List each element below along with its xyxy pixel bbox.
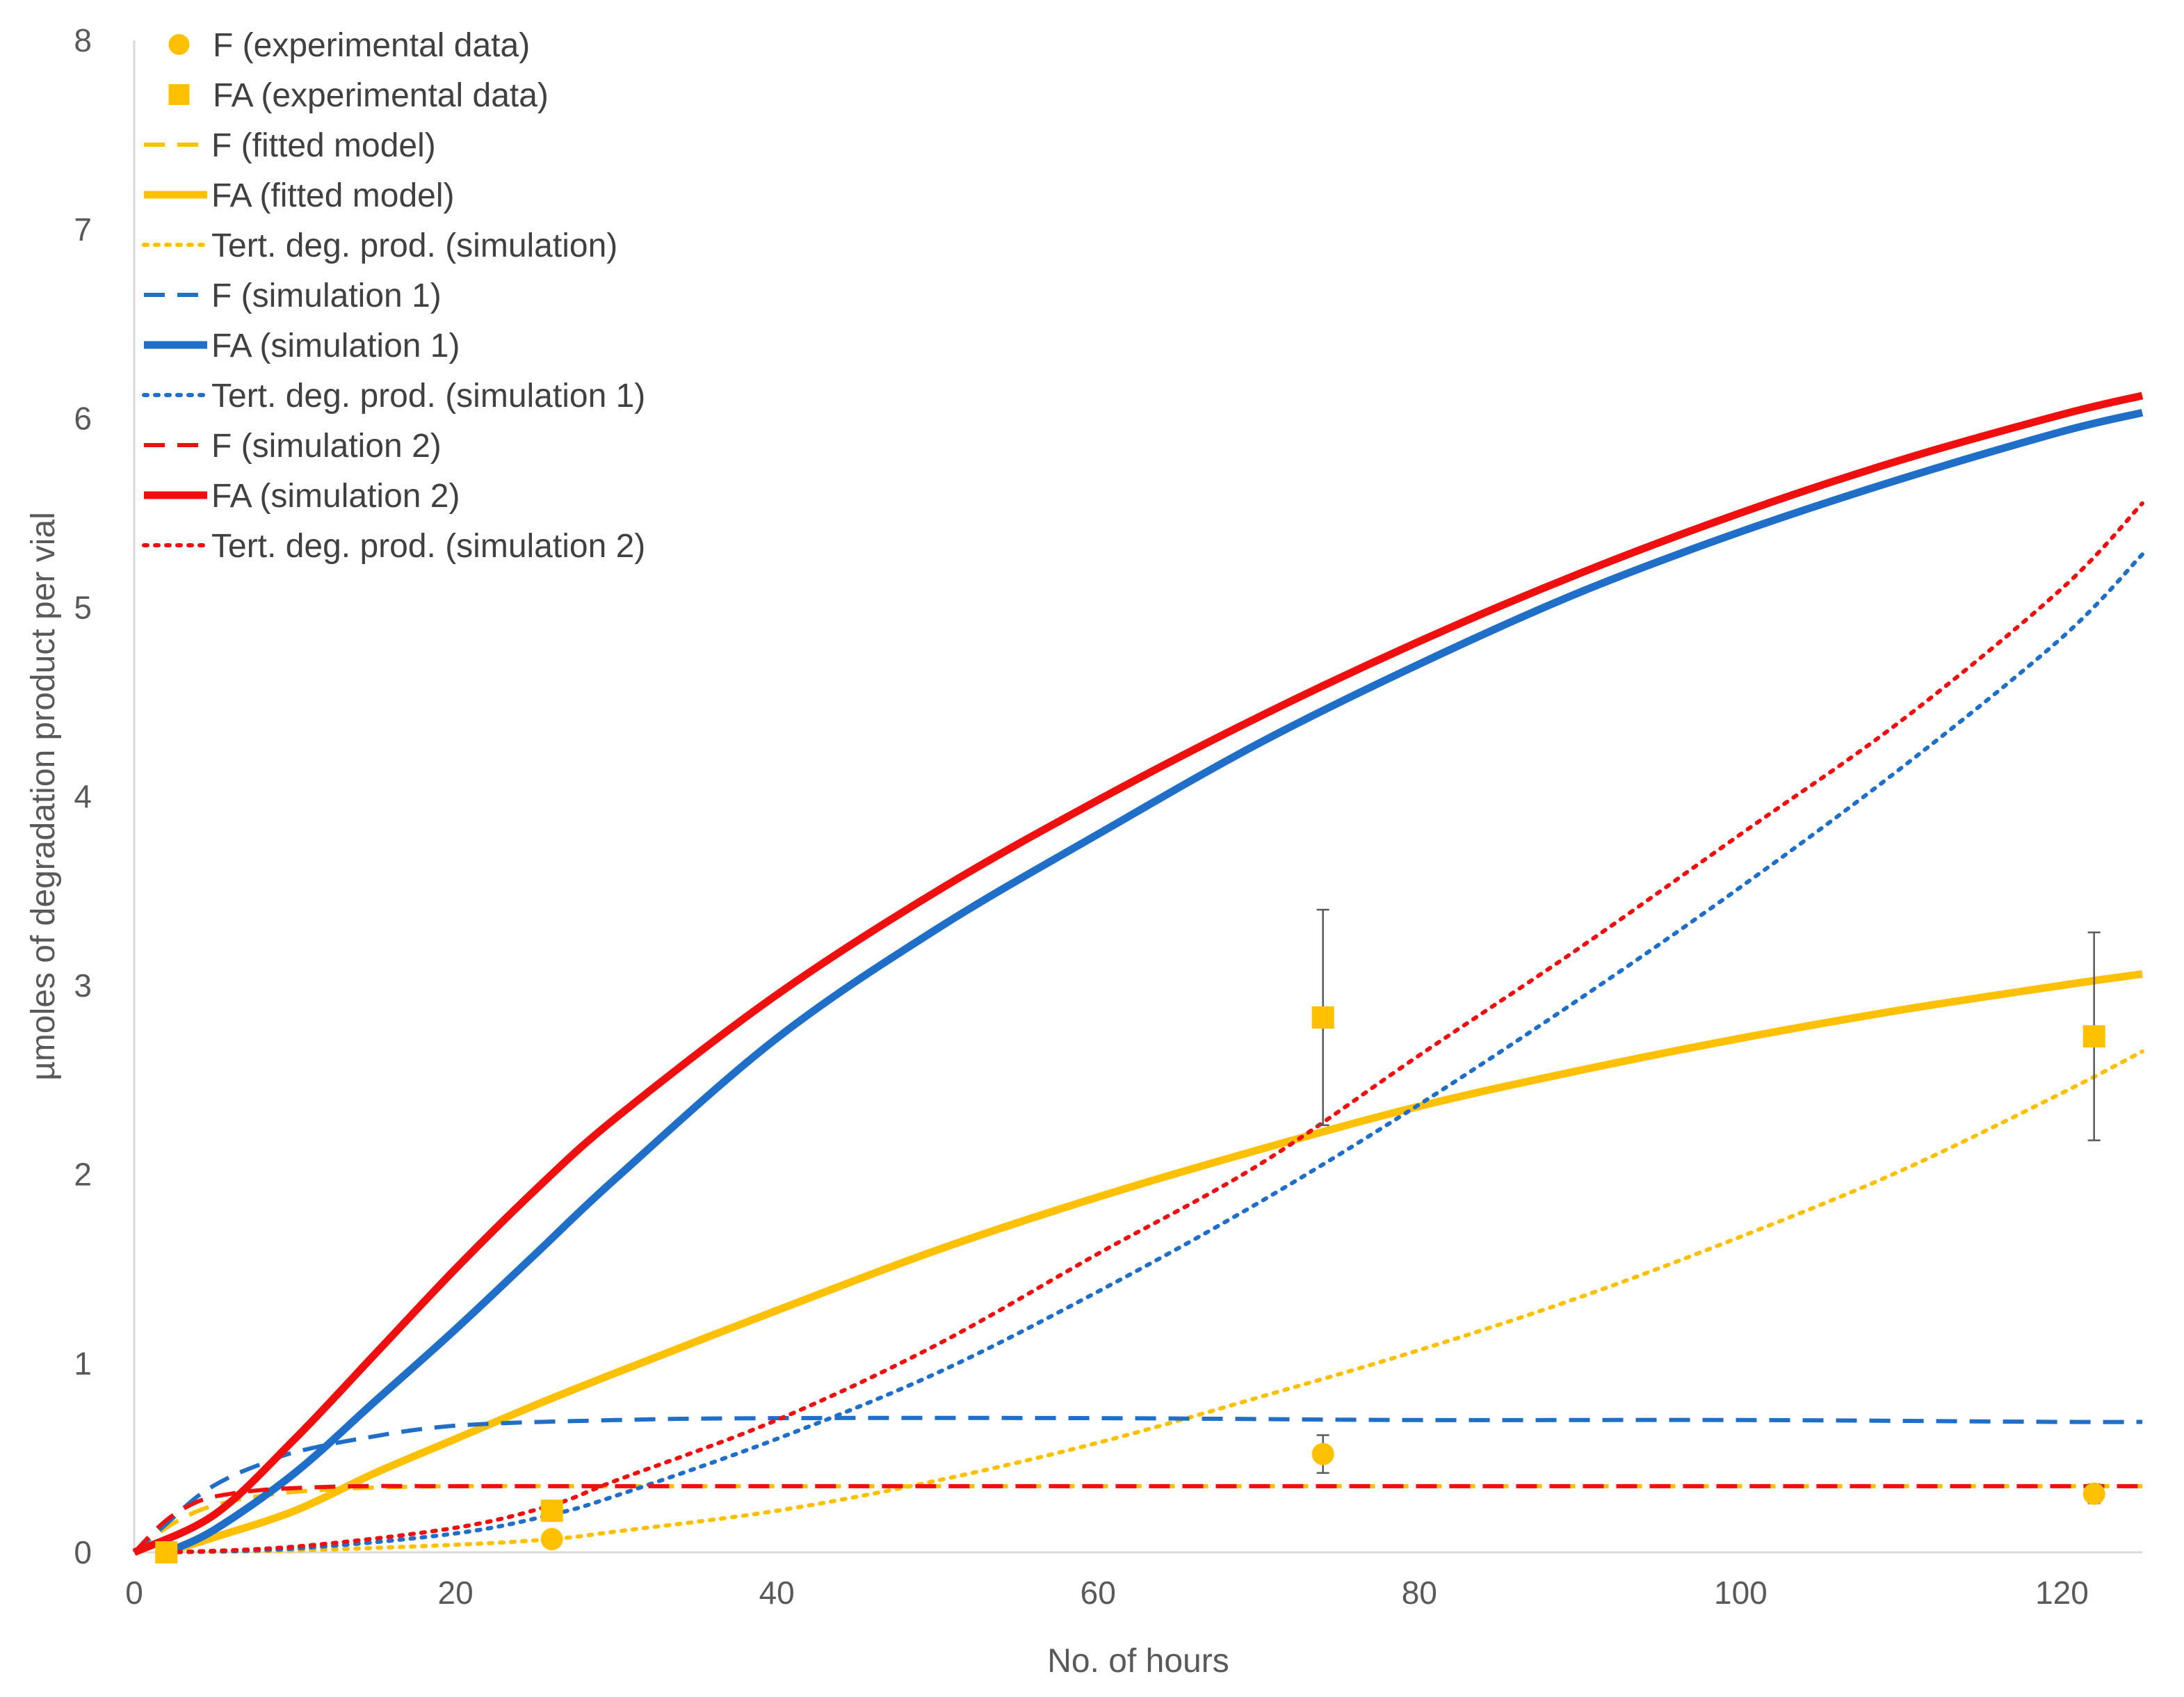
tick-labels: 0 20 40 60 80 100 120 0 1 2 3 4 5 6 7 8 [74,22,2088,1611]
legend: F (experimental data) FA (experimental da… [142,27,645,565]
x-tick-label: 40 [759,1575,795,1611]
axes [133,40,2142,1554]
legend-item: Tert. deg. prod. (simulation) [142,227,617,264]
legend-item: Tert. deg. prod. (simulation 1) [142,378,645,415]
series-line-fa-simulation-1 [164,408,2144,1557]
data-point-f-experimental-data [540,1527,563,1550]
x-tick-label: 60 [1081,1575,1116,1611]
legend-label: F (experimental data) [213,27,530,64]
y-tick-label: 8 [74,22,92,58]
y-axis-title: µmoles of degradation product per vial [25,512,62,1080]
legend-label: Tert. deg. prod. (simulation) [211,227,617,264]
legend-marker-square [168,84,190,105]
legend-item: Tert. deg. prod. (simulation 2) [142,528,645,565]
y-tick-label: 3 [74,967,92,1004]
y-tick-label: 2 [74,1157,92,1193]
legend-item: F (simulation 2) [144,428,442,465]
legend-label: FA (simulation 2) [211,478,460,515]
legend-item: F (experimental data) [168,27,530,64]
series-line-tert-deg-prod-simulation-1 [164,552,2144,1554]
legend-label: F (fitted model) [211,127,436,164]
x-axis-title: No. of hours [1047,1643,1229,1680]
data-point-fa-experimental-data [1311,1006,1334,1029]
y-tick-label: 6 [74,401,92,437]
data-point-fa-experimental-data [2082,1025,2105,1048]
x-tick-label: 100 [1714,1575,1768,1611]
legend-label: F (simulation 1) [211,278,442,314]
y-tick-label: 1 [74,1345,92,1381]
data-point-f-experimental-data [2082,1482,2105,1505]
series-line-fa-simulation-2 [132,392,2144,1557]
legend-marker-circle [168,34,190,55]
series-line-f-simulation-2 [132,1483,2142,1554]
series-line-fa-fitted-model [165,970,2143,1557]
plot-lines [132,392,2144,1557]
legend-label: FA (fitted model) [211,177,454,214]
legend-label: Tert. deg. prod. (simulation 1) [211,378,645,415]
series-line-f-simulation-1 [133,1415,2143,1554]
legend-label: FA (simulation 1) [211,328,460,364]
series-line-tert-deg-prod-simulation [164,1049,2144,1554]
x-tick-label: 0 [125,1575,143,1611]
legend-label: F (simulation 2) [211,428,442,465]
x-tick-label: 80 [1402,1575,1437,1611]
plot-points [155,908,2105,1563]
x-tick-label: 120 [2035,1575,2089,1611]
y-tick-label: 7 [74,211,92,248]
legend-item: FA (simulation 2) [144,478,460,515]
series-line-f-fitted-model [133,1483,2142,1554]
y-tick-label: 4 [74,778,92,814]
legend-item: FA (experimental data) [168,77,549,114]
data-point-fa-experimental-data [540,1499,563,1522]
x-tick-label: 20 [437,1575,473,1611]
legend-label: FA (experimental data) [213,77,549,114]
data-point-fa-experimental-data [155,1541,178,1563]
legend-item: F (simulation 1) [144,278,442,314]
legend-item: F (fitted model) [144,127,436,164]
data-point-f-experimental-data [1311,1442,1334,1465]
legend-item: FA (simulation 1) [144,328,460,364]
y-tick-label: 5 [74,589,92,625]
legend-item: FA (fitted model) [144,177,454,214]
y-tick-label: 0 [74,1534,92,1570]
legend-label: Tert. deg. prod. (simulation 2) [211,528,645,565]
series-line-tert-deg-prod-simulation-2 [164,501,2144,1554]
